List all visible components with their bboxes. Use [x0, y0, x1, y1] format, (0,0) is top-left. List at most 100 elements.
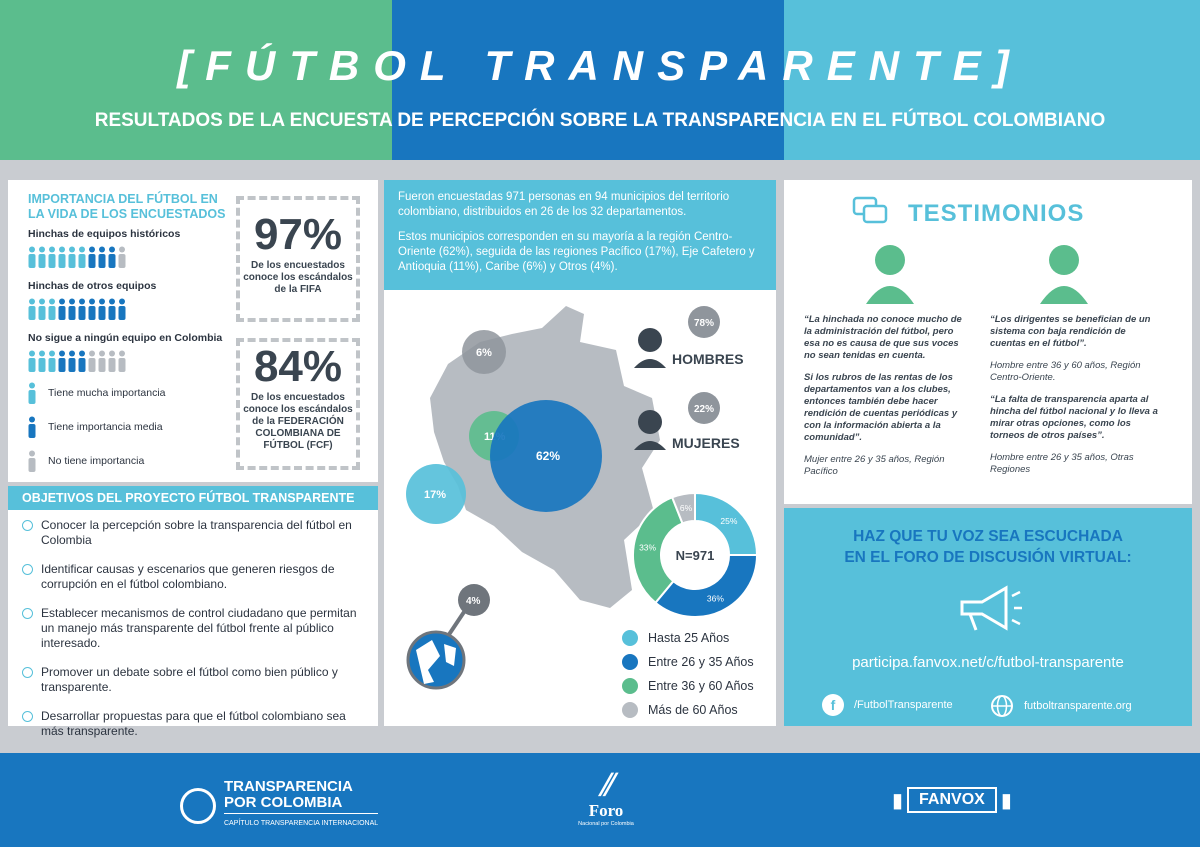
objective-item: Conocer la percepción sobre la transpare… — [22, 518, 364, 548]
woman-icon-body — [634, 441, 666, 450]
svg-text:22%: 22% — [694, 404, 714, 415]
person-icon — [58, 350, 66, 372]
person-icon — [28, 246, 36, 268]
header-green-block — [0, 0, 392, 160]
donut-slice-label: 36% — [707, 593, 724, 603]
women-label: MUJERES — [672, 435, 740, 451]
legend-item: Entre 26 y 35 Años — [622, 654, 754, 670]
importance-groups: Hinchas de equipos históricos Hinchas de … — [28, 228, 226, 372]
testimonios-panel: TESTIMONIOS “La hinchada no conoce mucho… — [784, 180, 1192, 504]
woman-icon — [638, 410, 662, 434]
globe-land — [444, 644, 456, 666]
donut-center-label: N=971 — [676, 548, 715, 563]
stat-caption: De los encuestados conoce los escándalos… — [243, 392, 353, 451]
objective-item: Identificar causas y escenarios que gene… — [22, 562, 364, 592]
foro-logo-mark: ⫽ — [599, 769, 613, 802]
region-label-4: 4% — [466, 596, 481, 607]
man-icon — [638, 328, 662, 352]
region-bubble-62 — [490, 400, 602, 512]
person-icon — [88, 246, 96, 268]
person-icon — [118, 298, 126, 320]
region-label-62: 62% — [536, 449, 560, 463]
person-icon — [28, 382, 36, 404]
legend-swatch — [622, 702, 638, 718]
person-icon — [68, 350, 76, 372]
person-icon — [48, 350, 56, 372]
fanvox-logo: ▮ FANVOX ▮ — [892, 787, 1012, 813]
page-title: [FÚTBOL TRANSPARENTE] — [177, 42, 1023, 89]
legend-item: Entre 36 y 60 Años — [622, 678, 754, 694]
testimonios-heading: TESTIMONIOS — [908, 200, 1085, 227]
page-subtitle: RESULTADOS DE LA ENCUESTA DE PERCEPCIÓN … — [94, 110, 1106, 131]
group-label: Hinchas de equipos históricos — [28, 228, 181, 240]
people-row — [28, 246, 226, 268]
ball-icon — [22, 711, 33, 722]
cta-panel: HAZ QUE TU VOZ SEA ESCUCHADA EN EL FORO … — [784, 508, 1192, 726]
donut-slice — [654, 554, 759, 618]
person-icon — [98, 246, 106, 268]
region-label-6: 6% — [476, 347, 492, 359]
stats-panel: 97% De los encuestados conoce los escánd… — [226, 180, 378, 482]
man-avatar-icon — [1040, 245, 1088, 304]
cta-heading: HAZ QUE TU VOZ SEA ESCUCHADA EN EL FORO … — [844, 528, 1132, 566]
importance-heading: IMPORTANCIA DEL FÚTBOL EN LA VIDA DE LOS… — [28, 192, 226, 221]
legend-mucha: Tiene mucha importancia — [28, 382, 226, 404]
forum-link[interactable]: participa.fanvox.net/c/futbol-transparen… — [852, 654, 1124, 671]
person-icon — [68, 298, 76, 320]
svg-text:78%: 78% — [694, 318, 714, 329]
objectives-list: Conocer la percepción sobre la transpare… — [8, 510, 378, 738]
person-icon — [108, 298, 116, 320]
person-icon — [28, 450, 36, 472]
group-label: Hinchas de otros equipos — [28, 280, 157, 292]
person-icon — [78, 246, 86, 268]
person-icon — [108, 246, 116, 268]
testimonial-left: “La hinchada no conoce mucho de la admin… — [804, 314, 962, 477]
stat-caption: De los encuestados conoce los escándalos… — [243, 260, 353, 295]
region-bubble-6 — [462, 330, 506, 374]
legend-swatch — [622, 630, 638, 646]
region-label-17: 17% — [424, 489, 446, 501]
person-icon — [78, 298, 86, 320]
region-bubble-4 — [458, 584, 490, 616]
person-icon — [118, 350, 126, 372]
ball-icon — [22, 520, 33, 531]
person-icon — [58, 298, 66, 320]
donut-slice-label: 25% — [720, 516, 737, 526]
legend-media: Tiene importancia media — [28, 416, 226, 438]
person-icon — [28, 298, 36, 320]
stat-box-fcf: 84% De los encuestados conoce los escánd… — [236, 338, 360, 470]
donut-slice-label: 6% — [680, 503, 693, 513]
men-pct-bubble — [688, 306, 720, 338]
importance-legend: Tiene mucha importancia Tiene importanci… — [28, 382, 226, 472]
objectives-header: OBJETIVOS DEL PROYECTO FÚTBOL TRANSPAREN… — [8, 486, 378, 510]
ball-icon — [22, 608, 33, 619]
survey-regions: Estos municipios corresponden en su mayo… — [398, 231, 755, 273]
person-icon — [58, 246, 66, 268]
survey-text-panel: Fueron encuestadas 971 personas en 94 mu… — [384, 180, 776, 290]
facebook-link[interactable]: f /FutbolTransparente — [822, 694, 953, 716]
age-donut-chart: 25% 36% 33% 6% N=971 — [632, 491, 759, 618]
person-icon — [28, 350, 36, 372]
objective-item: Desarrollar propuestas para que el fútbo… — [22, 709, 364, 739]
stat-box-fifa: 97% De los encuestados conoce los escánd… — [236, 196, 360, 322]
legend-item: Más de 60 Años — [622, 702, 754, 718]
facebook-icon: f — [822, 694, 844, 716]
region-bubble-17 — [406, 464, 466, 524]
donut-slice — [632, 496, 684, 605]
person-icon — [38, 298, 46, 320]
people-row — [28, 350, 226, 372]
survey-intro: Fueron encuestadas 971 personas en 94 mu… — [398, 191, 730, 218]
person-icon — [88, 298, 96, 320]
donut-slice-label: 33% — [639, 542, 656, 552]
person-icon — [108, 350, 116, 372]
fanvox-right-bar: ▮ — [1000, 789, 1012, 812]
header-blue-block — [392, 0, 784, 160]
ball-icon — [22, 667, 33, 678]
colombia-map: 11% 62% 17% 6% 4% — [406, 306, 660, 690]
person-icon — [48, 298, 56, 320]
person-icon — [98, 350, 106, 372]
objective-item: Promover un debate sobre el fútbol como … — [22, 665, 364, 695]
legend-item: Hasta 25 Años — [622, 630, 754, 646]
tpc-logo: TRANSPARENCIA POR COLOMBIA CAPÍTULO TRAN… — [180, 779, 379, 832]
website-link[interactable]: futboltransparente.org — [990, 694, 1132, 718]
